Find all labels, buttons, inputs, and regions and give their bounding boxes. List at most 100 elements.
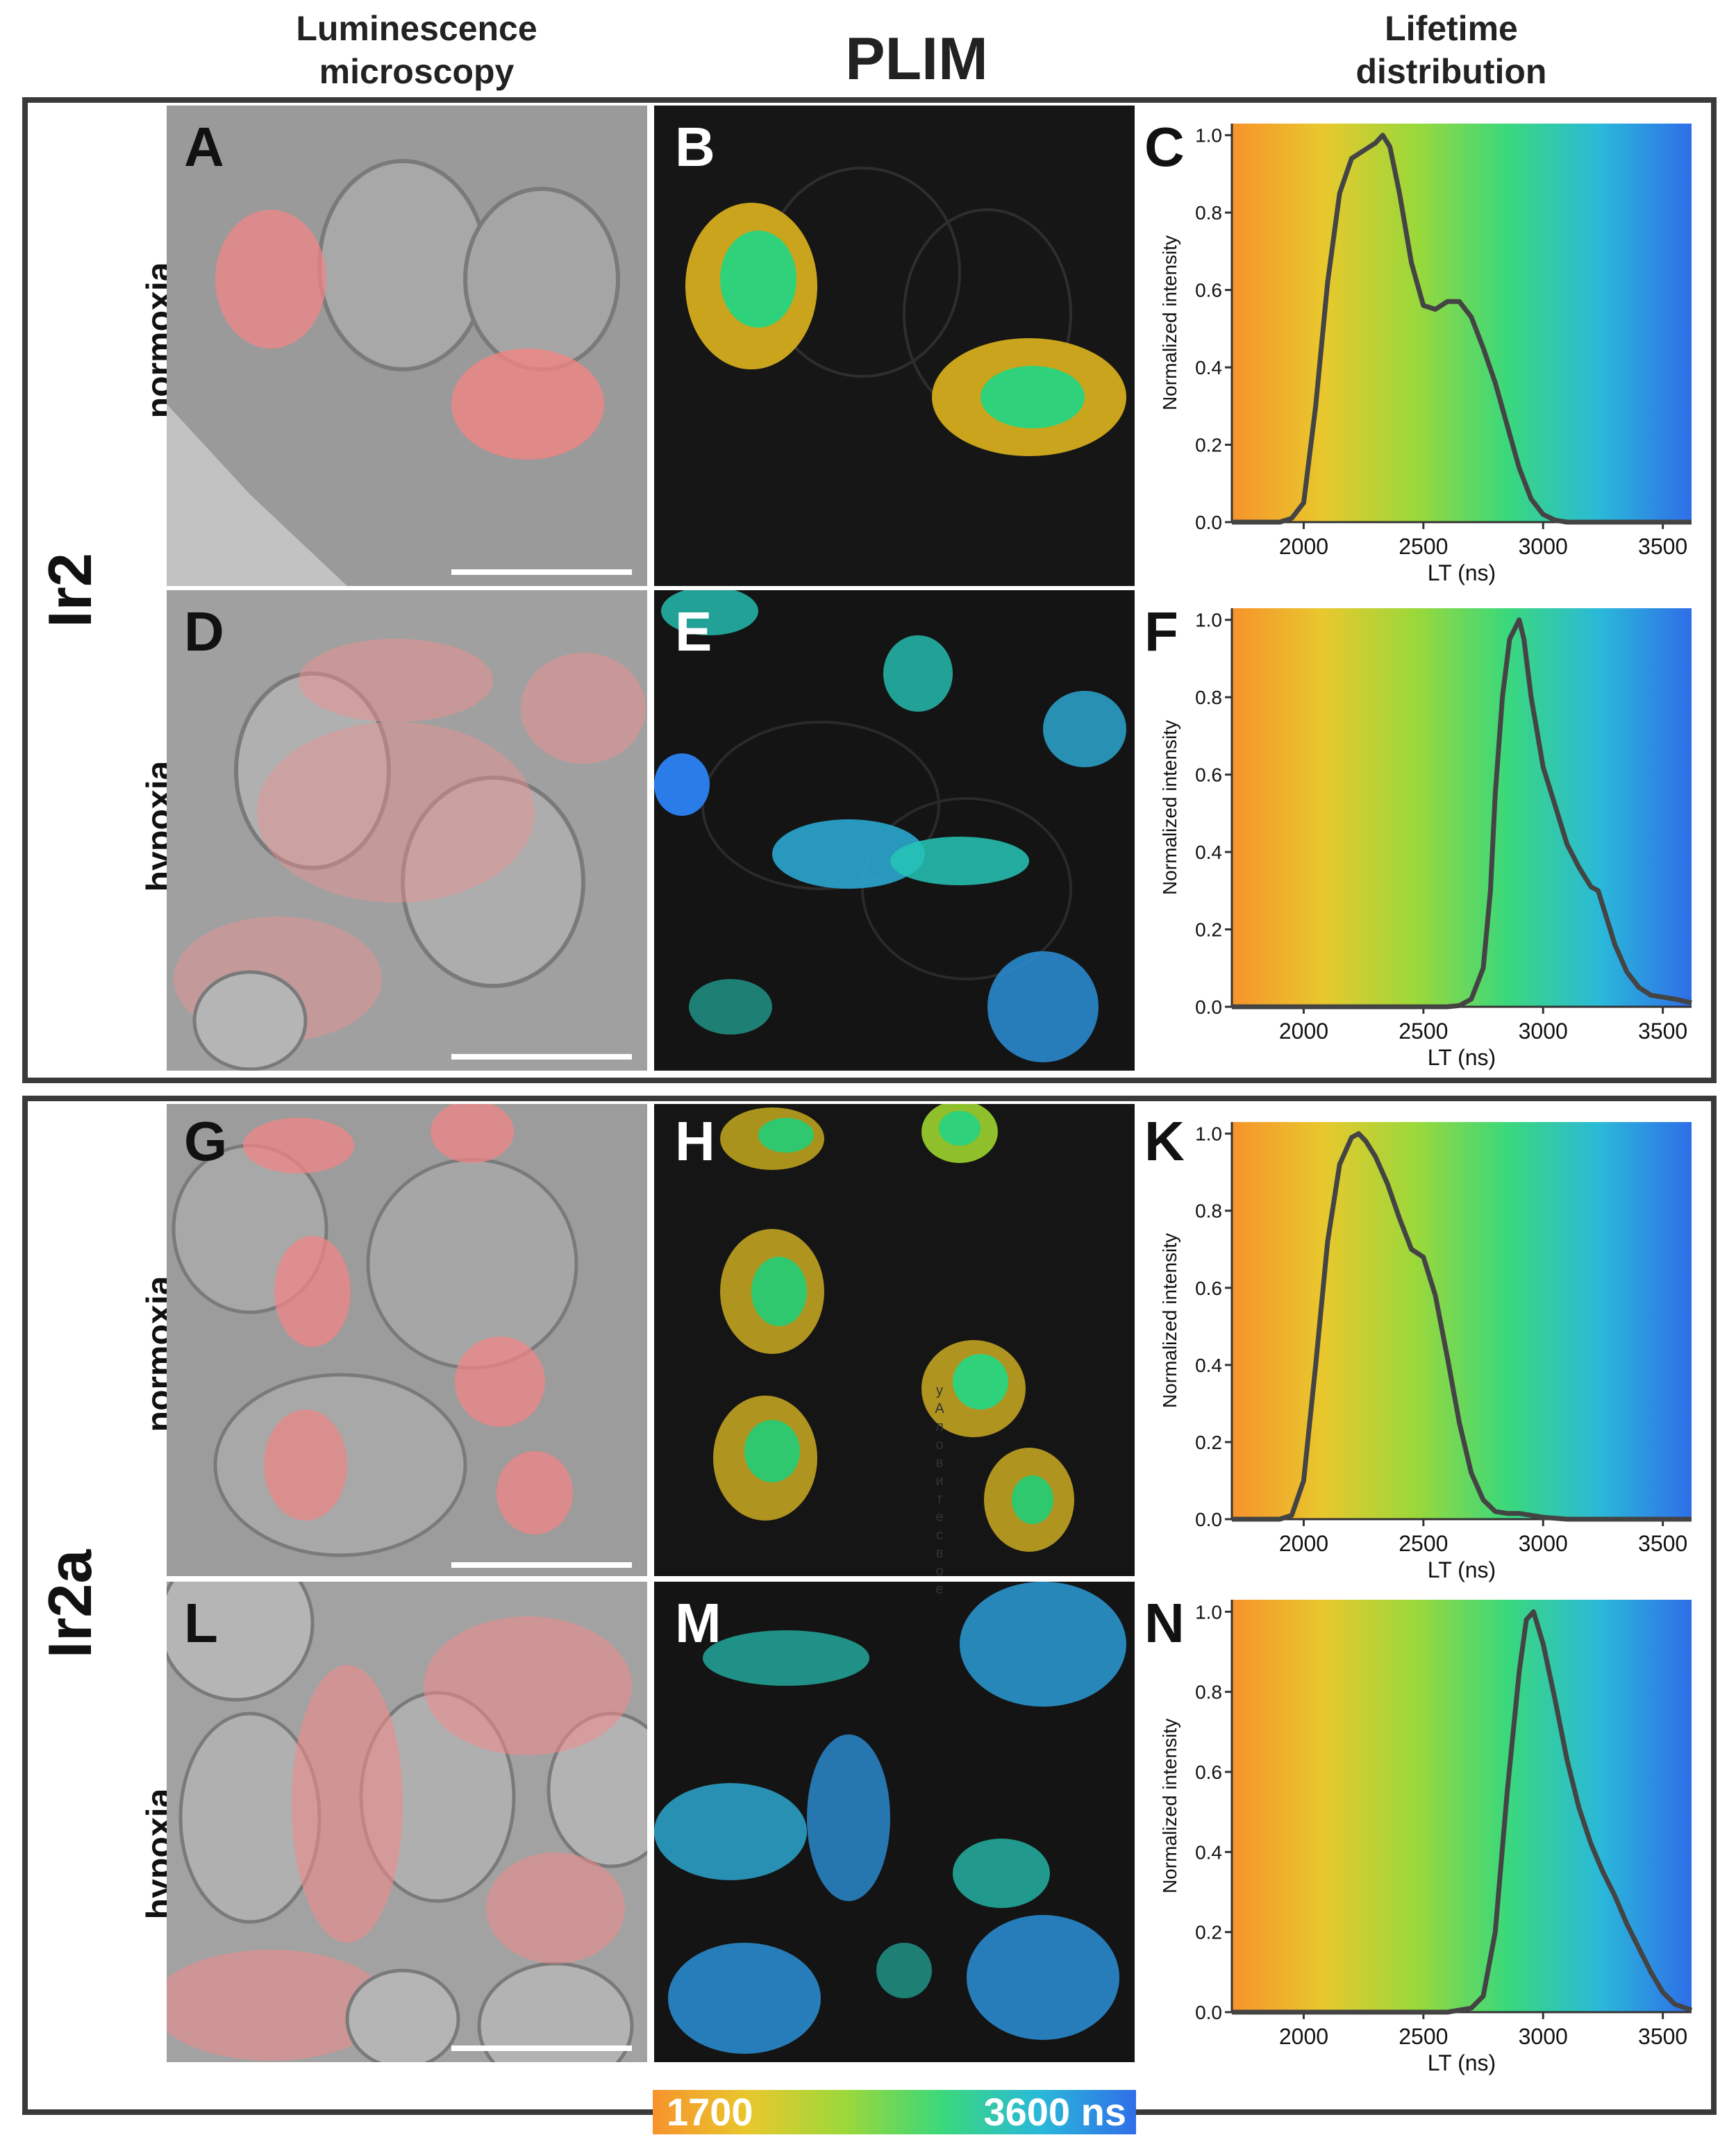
y-tick-label: 0.0: [1195, 1509, 1222, 1530]
panel-label: G: [184, 1110, 228, 1172]
y-tick-label: 0.4: [1195, 842, 1222, 863]
lifetime-chart-panel: N 2000 2500 3000 3500 0.0 0.2 0.4 0.6 0.8 1.0 LT (…: [1142, 1582, 1694, 2076]
vertical-letter: у: [936, 1383, 943, 1398]
y-tick-label: 0.6: [1195, 764, 1222, 786]
x-tick-label: 2500: [1399, 2024, 1448, 2049]
x-axis-label: LT (ns): [1428, 1045, 1496, 1070]
plim-image: E: [654, 590, 1135, 1071]
x-tick-label: 2500: [1399, 534, 1448, 559]
x-axis-label: LT (ns): [1428, 1557, 1496, 1582]
y-axis-label: Normalized intensity: [1159, 235, 1180, 410]
lifetime-colorbar: 1700 3600 ns: [653, 2090, 1136, 2134]
chart-gradient-background: [1232, 1122, 1692, 1519]
vertical-letter: А: [935, 1401, 944, 1416]
x-tick-label: 2000: [1279, 1531, 1328, 1556]
panel-label: A: [184, 116, 224, 178]
y-tick-label: 0.2: [1195, 919, 1222, 941]
lifetime-curve: [1232, 617, 1692, 1010]
y-tick-label: 0.2: [1195, 1432, 1222, 1453]
lifetime-chart-panel: K 2000 2500 3000 3500 0.0 0.2 0.4 0.6 0.8 1.0 LT (…: [1142, 1104, 1694, 1583]
scale-bar: [451, 1054, 632, 1060]
panel-label: F: [1144, 601, 1178, 662]
y-tick-label: 0.2: [1195, 1922, 1222, 1943]
panel-label: E: [675, 601, 712, 662]
column-header-line: distribution: [1355, 52, 1547, 91]
vertical-letter: о: [935, 1437, 944, 1453]
lifetime-chart: 2000 2500 3000 3500 0.0 0.2 0.4 0.6 0.8 1.0 LT (ns…: [1159, 1600, 1693, 2075]
column-header-line: Luminescence: [296, 9, 537, 48]
y-tick-label: 0.4: [1195, 1841, 1222, 1863]
x-tick-label: 2500: [1399, 1019, 1448, 1044]
vertical-letter: и: [935, 1473, 944, 1489]
chart-gradient-background: [1232, 608, 1692, 1007]
microscopy-image: A: [167, 106, 647, 586]
y-tick-label: 0.8: [1195, 202, 1222, 224]
y-axis-label: Normalized intensity: [1159, 1718, 1180, 1893]
lifetime-curve: [1232, 1609, 1693, 2015]
column-header-plim: PLIM: [845, 26, 988, 92]
compound-label-ir2: Ir2: [35, 553, 104, 628]
x-tick-label: 2000: [1279, 2024, 1328, 2049]
vertical-letter: о: [935, 1564, 944, 1579]
y-tick-label: 0.0: [1195, 512, 1222, 533]
x-tick-label: 3500: [1638, 1531, 1687, 1556]
x-tick-label: 3500: [1638, 2024, 1687, 2049]
y-tick-label: 0.4: [1195, 1355, 1222, 1376]
x-axis-label: LT (ns): [1428, 560, 1496, 585]
x-tick-label: 3500: [1638, 1019, 1687, 1044]
y-tick-label: 0.6: [1195, 1762, 1222, 1783]
panel-label: H: [675, 1110, 715, 1172]
lifetime-curve: [1232, 133, 1692, 525]
panel-label: B: [675, 116, 715, 178]
x-tick-label: 3000: [1519, 1019, 1568, 1044]
y-tick-label: 0.6: [1195, 280, 1222, 301]
microscopy-image: D: [167, 590, 647, 1071]
lifetime-curve: [1232, 1131, 1692, 1522]
panel-label: D: [184, 601, 224, 662]
lifetime-chart: 2000 2500 3000 3500 0.0 0.2 0.4 0.6 0.8 1.0 LT (ns…: [1159, 1122, 1692, 1582]
panel-label: L: [184, 1592, 218, 1654]
colorbar-max-label: 3600 ns: [983, 2090, 1127, 2134]
y-tick-label: 0.0: [1195, 996, 1222, 1018]
y-tick-label: 1.0: [1195, 125, 1222, 147]
x-tick-label: 3500: [1638, 534, 1687, 559]
lifetime-chart-panel: C 2000 2500 3000 3500 0.0 0.2 0.4 0.6 0.8 1.0 LT (…: [1142, 106, 1694, 586]
y-tick-label: 1.0: [1195, 1123, 1222, 1145]
colorbar-min-label: 1700: [667, 2090, 753, 2134]
vertical-letter: в: [935, 1455, 944, 1471]
vertical-letter: т: [936, 1491, 943, 1507]
y-tick-label: 0.8: [1195, 1200, 1222, 1222]
y-tick-label: 0.4: [1195, 357, 1222, 378]
plim-image: H: [654, 1104, 1135, 1576]
x-tick-label: 2000: [1279, 1019, 1328, 1044]
plim-image: B: [654, 106, 1135, 586]
x-tick-label: 3000: [1519, 534, 1568, 559]
vertical-text: у А л о в и т е с в о е: [930, 1382, 949, 1598]
vertical-letter: е: [935, 1582, 944, 1597]
plim-image: M: [654, 1582, 1135, 2062]
x-tick-label: 3000: [1519, 2024, 1568, 2049]
vertical-letter: л: [935, 1419, 944, 1434]
scale-bar: [451, 569, 632, 575]
compound-label-ir2a: Ir2a: [35, 1549, 104, 1659]
chart-gradient-background: [1232, 1600, 1692, 2012]
y-tick-label: 0.8: [1195, 1682, 1222, 1703]
y-axis-label: Normalized intensity: [1159, 720, 1180, 895]
x-tick-label: 2500: [1399, 1531, 1448, 1556]
scale-bar: [451, 1562, 632, 1568]
panel-label: C: [1144, 116, 1185, 178]
y-tick-label: 0.0: [1195, 2002, 1222, 2023]
lifetime-chart: 2000 2500 3000 3500 0.0 0.2 0.4 0.6 0.8 1.0 LT (ns…: [1159, 608, 1692, 1070]
x-tick-label: 2000: [1279, 534, 1328, 559]
vertical-letter: с: [936, 1528, 943, 1543]
y-tick-label: 1.0: [1195, 1601, 1222, 1623]
column-header-line: Lifetime: [1385, 9, 1518, 48]
panel-label: K: [1144, 1110, 1185, 1172]
column-header-microscopy: Luminescence microscopy: [208, 7, 625, 93]
y-tick-label: 1.0: [1195, 610, 1222, 631]
y-tick-label: 0.2: [1195, 435, 1222, 456]
vertical-letter: в: [935, 1546, 944, 1561]
vertical-letter: е: [935, 1509, 944, 1525]
panel-label: N: [1144, 1592, 1185, 1654]
x-axis-label: LT (ns): [1428, 2050, 1496, 2075]
